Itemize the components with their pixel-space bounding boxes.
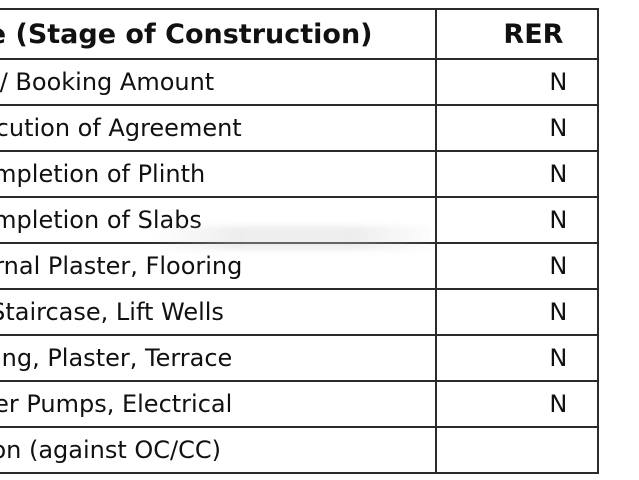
row-stage-text: On Completion of Slabs xyxy=(0,206,202,234)
table-header: one (Stage of Construction) RER xyxy=(0,8,599,60)
row-stage-text: Plumbing, Plaster, Terrace xyxy=(0,344,233,372)
table-body: vance / Booking Amount N er Execution of… xyxy=(0,58,599,474)
table-row: er Execution of Agreement N xyxy=(0,104,599,152)
row-stage-cell: ssession (against OC/CC) xyxy=(0,426,438,474)
header-row: one (Stage of Construction) RER xyxy=(0,8,599,60)
header-stage-of-construction: one (Stage of Construction) xyxy=(0,8,438,60)
row-stage-text: s, Internal Plaster, Flooring xyxy=(0,252,243,280)
row-stage-text: s, Water Pumps, Electrical xyxy=(0,390,233,418)
table-row: Plumbing, Plaster, Terrace N xyxy=(0,334,599,382)
row-rera-cell: N xyxy=(435,288,599,336)
row-stage-cell: itary, Staircase, Lift Wells xyxy=(0,288,438,336)
row-rera-cell: N xyxy=(435,58,599,106)
row-stage-text: vance / Booking Amount xyxy=(0,68,215,96)
table-row: ssession (against OC/CC) xyxy=(0,426,599,474)
row-rera-cell: N xyxy=(435,334,599,382)
row-stage-cell: s, Internal Plaster, Flooring xyxy=(0,242,438,290)
table-row: s, Water Pumps, Electrical N xyxy=(0,380,599,428)
row-stage-cell: On Completion of Slabs xyxy=(0,196,438,244)
row-rera-cell: N xyxy=(435,242,599,290)
row-stage-text: ssession (against OC/CC) xyxy=(0,436,222,464)
row-stage-cell: vance / Booking Amount xyxy=(0,58,438,106)
row-stage-text: On Completion of Plinth xyxy=(0,160,206,188)
row-stage-cell: On Completion of Plinth xyxy=(0,150,438,198)
table-row: itary, Staircase, Lift Wells N xyxy=(0,288,599,336)
table-row: On Completion of Plinth N xyxy=(0,150,599,198)
row-stage-cell: er Execution of Agreement xyxy=(0,104,438,152)
row-stage-cell: Plumbing, Plaster, Terrace xyxy=(0,334,438,382)
table-row: s, Internal Plaster, Flooring N xyxy=(0,242,599,290)
table-row: vance / Booking Amount N xyxy=(0,58,599,106)
row-rera-cell xyxy=(435,426,599,474)
row-stage-cell: s, Water Pumps, Electrical xyxy=(0,380,438,428)
table-row: On Completion of Slabs N xyxy=(0,196,599,244)
header-stage-label: one (Stage of Construction) xyxy=(0,18,373,50)
row-rera-cell: N xyxy=(435,380,599,428)
header-rera: RER xyxy=(435,8,599,60)
row-rera-cell: N xyxy=(435,104,599,152)
payment-schedule-table: one (Stage of Construction) RER vance / … xyxy=(0,8,599,474)
row-stage-text: er Execution of Agreement xyxy=(0,114,242,142)
row-rera-cell: N xyxy=(435,196,599,244)
row-stage-text: itary, Staircase, Lift Wells xyxy=(0,298,224,326)
row-rera-cell: N xyxy=(435,150,599,198)
